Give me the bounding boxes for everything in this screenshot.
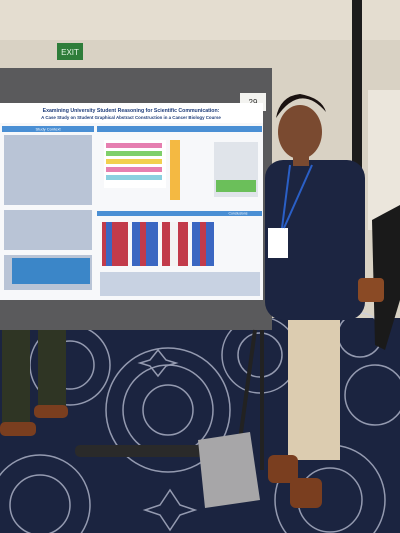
doorway [368, 90, 400, 230]
exit-sign [57, 43, 83, 60]
ceiling [0, 0, 400, 40]
poster-subtitle: A Case Study on Student Graphical Abstra… [41, 115, 221, 120]
poster-figure [104, 140, 258, 200]
easel [238, 329, 264, 470]
section-heading: Study Context [35, 127, 61, 132]
tote-bag [198, 432, 260, 508]
section-bar [97, 126, 262, 132]
poster-heatmaps [102, 222, 214, 266]
person-right [372, 205, 400, 350]
section-bar [97, 211, 262, 216]
handbag [358, 278, 384, 302]
section-bar [2, 126, 94, 132]
poster-header [0, 103, 263, 123]
presenter [265, 94, 365, 508]
board-number: 29 [249, 98, 258, 107]
person-left-legs [38, 330, 66, 410]
poster-text-block [100, 272, 260, 296]
poster-tube [75, 445, 205, 457]
exit-text: EXIT [61, 48, 79, 57]
shoe [0, 422, 36, 436]
section-bar [215, 211, 262, 216]
section-heading: Conclusions [228, 212, 247, 216]
poster-blue-box [12, 258, 90, 284]
shoe [34, 405, 68, 418]
poster-title: Examining University Student Reasoning f… [43, 108, 220, 114]
person-left-legs [2, 330, 30, 425]
pole [352, 0, 362, 240]
